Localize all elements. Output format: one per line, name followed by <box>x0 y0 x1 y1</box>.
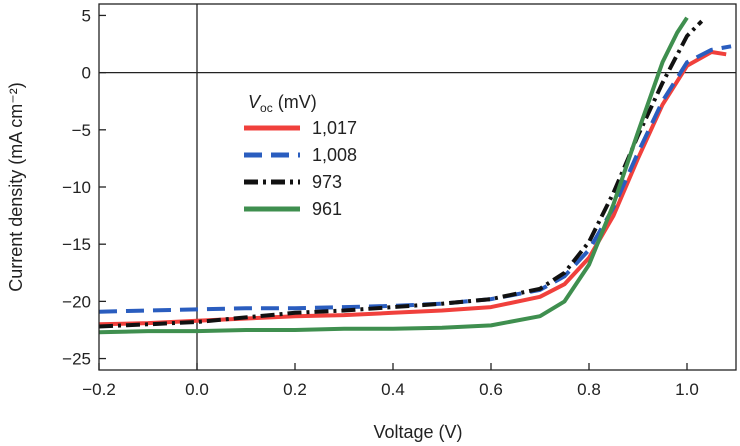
legend-title: Voc (mV) <box>248 92 317 115</box>
x-tick-label: 1.0 <box>675 380 699 399</box>
x-tick-label: 0.4 <box>381 380 405 399</box>
plot-frame <box>98 3 737 371</box>
legend-label-3: 961 <box>312 199 342 219</box>
series-line-0 <box>98 50 727 327</box>
legend: Voc (mV) 1,017 1,008 973 961 <box>244 92 357 219</box>
x-tick-label: 0.2 <box>283 380 307 399</box>
legend-title-sub: oc <box>260 101 273 115</box>
y-tick-label: −20 <box>62 292 91 311</box>
series-line-1 <box>98 44 732 314</box>
y-tick-label: −15 <box>62 235 91 254</box>
legend-label-0: 1,017 <box>312 118 357 138</box>
x-tick-label: 0.6 <box>479 380 503 399</box>
y-tick-label: 5 <box>82 6 91 25</box>
y-tick-label: −25 <box>62 350 91 369</box>
series-group <box>98 16 732 335</box>
plot-border <box>98 3 737 371</box>
zero-lines <box>99 4 736 370</box>
series-line-3 <box>98 16 689 335</box>
legend-title-main: V <box>248 92 262 112</box>
y-tick-label: −5 <box>72 121 91 140</box>
legend-label-1: 1,008 <box>312 145 357 165</box>
y-tick-label: 0 <box>82 64 91 83</box>
x-tick-label: 0.0 <box>185 380 209 399</box>
y-axis-title: Current density (mA cm⁻²) <box>6 82 26 292</box>
series-line-2 <box>98 19 704 329</box>
x-axis-title: Voltage (V) <box>373 422 462 442</box>
x-tick-label: 0.8 <box>577 380 601 399</box>
legend-title-unit: (mV) <box>273 92 317 112</box>
axis-ticks <box>98 14 688 370</box>
y-tick-label: −10 <box>62 178 91 197</box>
x-tick-label: −0.2 <box>82 380 116 399</box>
tick-labels: −0.2 0.0 0.2 0.4 0.6 0.8 1.0 5 0 −5 −10 −15 −20 −25 <box>62 6 699 399</box>
legend-label-2: 973 <box>312 172 342 192</box>
